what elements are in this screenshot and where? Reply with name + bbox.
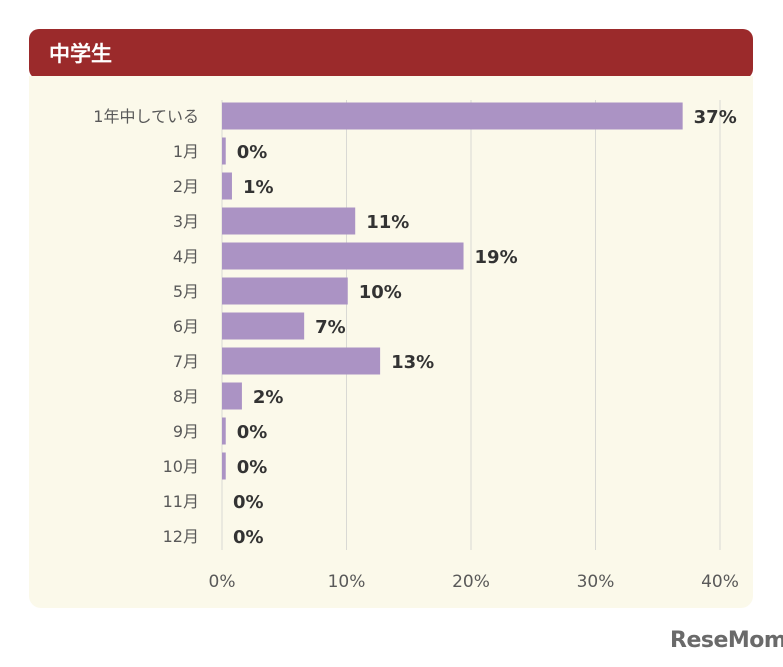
bar: [222, 172, 232, 200]
x-tick-label: 0%: [209, 572, 236, 592]
x-tick-label: 10%: [328, 572, 366, 592]
bar: [222, 452, 226, 480]
value-label: 37%: [694, 107, 737, 128]
x-tick-label: 40%: [701, 572, 739, 592]
value-label: 0%: [233, 492, 264, 513]
value-label: 10%: [359, 282, 402, 303]
value-label: 19%: [475, 247, 518, 268]
bar: [222, 102, 683, 130]
bar: [222, 207, 356, 235]
category-label: 11月: [163, 492, 199, 511]
value-label: 0%: [233, 527, 264, 548]
value-label: 11%: [366, 212, 409, 233]
category-label: 1年中している: [93, 107, 199, 126]
bar: [222, 242, 464, 270]
category-label: 7月: [173, 352, 199, 371]
value-label: 13%: [391, 352, 434, 373]
category-label: 1月: [173, 142, 199, 161]
bar: [222, 137, 226, 165]
category-label: 12月: [163, 527, 199, 546]
value-label: 0%: [237, 422, 268, 443]
bar: [222, 417, 226, 445]
chart-panel: [29, 76, 753, 608]
x-tick-label: 30%: [577, 572, 615, 592]
category-label: 5月: [173, 282, 199, 301]
resemom-logo: ReseMom: [670, 628, 783, 653]
x-tick-label: 20%: [452, 572, 490, 592]
bar: [222, 277, 348, 305]
category-label: 2月: [173, 177, 199, 196]
bar: [222, 312, 305, 340]
value-label: 2%: [253, 387, 284, 408]
category-label: 3月: [173, 212, 199, 231]
category-label: 10月: [163, 457, 199, 476]
value-label: 7%: [315, 317, 346, 338]
chart-header: 中学生: [29, 29, 753, 79]
value-label: 0%: [237, 142, 268, 163]
category-label: 9月: [173, 422, 199, 441]
chart-title: 中学生: [49, 42, 112, 66]
category-label: 6月: [173, 317, 199, 336]
value-label: 1%: [243, 177, 274, 198]
category-label: 8月: [173, 387, 199, 406]
category-label: 4月: [173, 247, 199, 266]
value-label: 0%: [237, 457, 268, 478]
bar: [222, 347, 381, 375]
bar: [222, 382, 242, 410]
